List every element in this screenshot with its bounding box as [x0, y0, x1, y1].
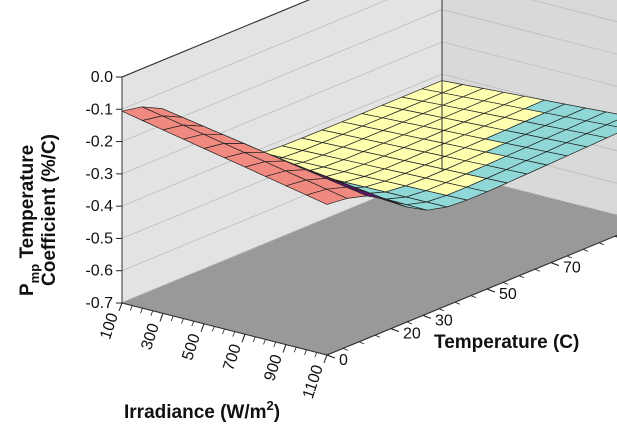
irradiance-minor-tick — [201, 323, 205, 329]
z-tick-label: -0.7 — [85, 295, 113, 312]
z-tick-label: 0.0 — [91, 69, 113, 86]
temperature-axis: 02030507090 — [326, 235, 617, 369]
irradiance-minor-tick — [324, 354, 328, 361]
irradiance-minor-tick — [170, 315, 174, 322]
irradiance-axis-title-superscript: 2 — [267, 398, 274, 413]
irradiance-tick-label: 1100 — [300, 363, 327, 401]
temperature-minor-tick — [502, 282, 509, 285]
irradiance-minor-tick — [263, 339, 266, 345]
irradiance-minor-tick — [140, 308, 143, 314]
irradiance-minor-tick — [211, 326, 215, 332]
temperature-tick-label: 20 — [403, 326, 421, 343]
irradiance-minor-tick — [181, 318, 184, 324]
irradiance-minor-tick — [242, 334, 246, 340]
surface-mesh — [121, 80, 617, 211]
temperature-tick-label: 70 — [563, 260, 581, 277]
z-tick-label: -0.6 — [85, 263, 113, 280]
z-axis-title-rest: Temperature — [17, 145, 38, 264]
temperature-axis-tick — [550, 262, 560, 267]
irradiance-minor-tick — [314, 352, 318, 358]
temperature-minor-tick — [470, 295, 477, 298]
temperature-axis-tick — [422, 314, 432, 319]
irradiance-minor-tick — [222, 328, 225, 335]
irradiance-tick-label: 300 — [138, 321, 162, 352]
z-tick-label: -0.1 — [85, 101, 113, 118]
z-axis: 0.0 -0.1 -0.2 -0.3 -0.4 -0.5 -0.6 -0.7 — [85, 69, 122, 312]
wall-gridline — [121, 0, 617, 110]
z-axis-title-line2: Coefficient (%/C) — [39, 134, 60, 286]
temperature-minor-tick — [582, 249, 589, 252]
z-axis-title-main: P — [17, 283, 38, 296]
irradiance-tick-label: 900 — [261, 352, 285, 383]
top-left-edge — [121, 0, 310, 78]
irradiance-minor-tick — [273, 341, 277, 348]
z-axis-title-line2-text: Coefficient (%/C) — [39, 134, 60, 286]
temperature-minor-tick — [374, 334, 381, 338]
irradiance-minor-tick — [252, 336, 256, 342]
temperature-minor-tick — [454, 301, 461, 305]
temperature-minor-tick — [406, 321, 413, 325]
z-axis-title: Pmp Temperature — [17, 145, 42, 296]
irradiance-minor-tick — [150, 310, 154, 316]
temperature-tick-label: 50 — [499, 286, 517, 303]
temperature-minor-tick — [342, 348, 349, 351]
z-tick-label: -0.5 — [85, 230, 113, 247]
z-tick-label: -0.3 — [85, 166, 113, 183]
temperature-axis-tick — [614, 235, 617, 238]
temperature-axis-title: Temperature (C) — [434, 332, 579, 353]
temperature-axis-tick — [390, 328, 400, 333]
temperature-minor-tick — [566, 255, 573, 259]
temperature-minor-tick — [534, 268, 541, 272]
irradiance-tick-label: 700 — [220, 342, 244, 373]
temperature-tick-label: 30 — [435, 312, 453, 329]
temperature-minor-tick — [438, 308, 445, 312]
surface-cell — [306, 188, 348, 205]
temperature-tick-label: 0 — [339, 352, 348, 369]
irradiance-minor-tick — [119, 302, 123, 309]
irradiance-axis-title-close: ) — [274, 402, 280, 423]
temperature-minor-tick — [518, 275, 525, 279]
irradiance-minor-tick — [160, 313, 164, 319]
irradiance-minor-tick — [304, 349, 307, 355]
z-tick-label: -0.2 — [85, 134, 113, 151]
irradiance-minor-tick — [283, 344, 287, 350]
temperature-axis-tick — [326, 354, 336, 359]
irradiance-axis-title: Irradiance (W/m2) — [124, 398, 280, 423]
z-axis-title-subscript: mp — [27, 264, 42, 284]
temperature-minor-tick — [358, 341, 365, 345]
temperature-axis-tick — [486, 288, 496, 293]
irradiance-tick-label: 100 — [97, 311, 121, 342]
irradiance-axis-title-main: Irradiance (W/m — [124, 402, 267, 423]
irradiance-minor-tick — [191, 321, 195, 327]
temperature-minor-tick — [598, 242, 605, 246]
irradiance-minor-tick — [293, 347, 297, 353]
irradiance-minor-tick — [232, 331, 236, 337]
z-tick-label: -0.4 — [85, 198, 113, 215]
irradiance-tick-label: 500 — [179, 332, 203, 363]
irradiance-minor-tick — [129, 305, 133, 311]
